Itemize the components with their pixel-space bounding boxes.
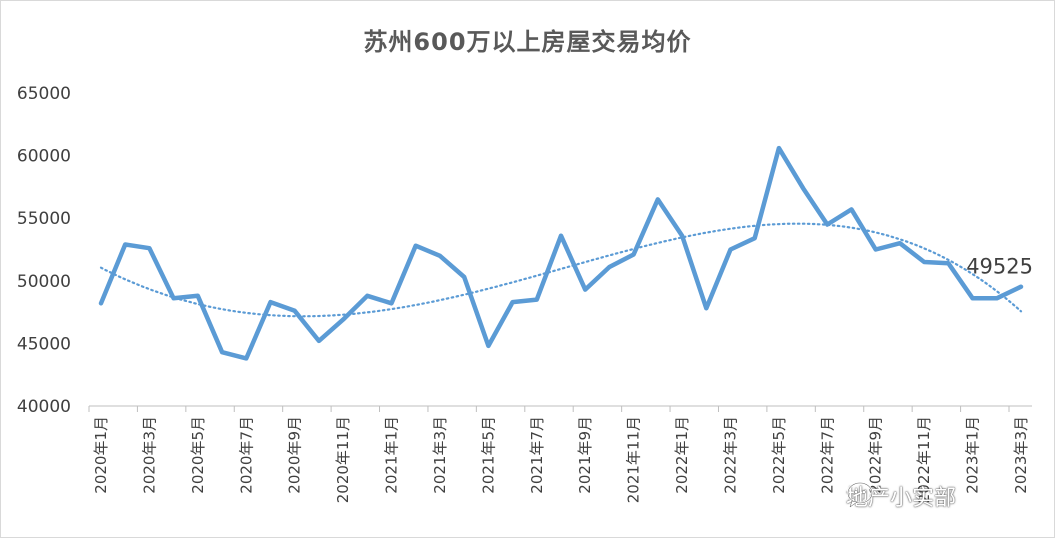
- x-tick-label: 2022年1月: [673, 416, 691, 494]
- x-tick-label: 2020年1月: [92, 416, 110, 494]
- x-tick-label: 2021年1月: [383, 416, 401, 494]
- wechat-official-account-icon: [846, 481, 874, 508]
- x-tick-label: 2021年3月: [431, 416, 449, 494]
- x-tick-label: 2022年3月: [721, 416, 739, 494]
- trendline: [99, 222, 1023, 318]
- x-tick-label: 2023年3月: [1012, 416, 1030, 494]
- series-line: [98, 145, 1024, 361]
- y-tick-label: 55000: [17, 209, 71, 229]
- x-tick-label: 2020年5月: [189, 416, 207, 494]
- x-tick-label: 2021年7月: [528, 416, 546, 494]
- chart-title: 苏州600万以上房屋交易均价: [363, 28, 692, 56]
- x-tick-label: 2023年1月: [964, 416, 982, 494]
- x-tick-label: 2021年11月: [625, 416, 643, 503]
- x-tick-label: 2020年9月: [286, 416, 304, 494]
- y-tick-label: 45000: [17, 334, 71, 354]
- x-tick-label: 2021年5月: [479, 416, 497, 494]
- y-axis-ticks: 40000 45000 50000 55000 60000 65000: [17, 84, 71, 417]
- x-axis: 2020年1月 2020年3月 2020年5月 2020年7月 2020年9月 2020年…: [88, 405, 1032, 503]
- x-tick-label: 2022年7月: [818, 416, 836, 494]
- x-tick-label: 2022年9月: [867, 416, 885, 494]
- trendline-group: [99, 222, 1023, 318]
- x-tick-label: 2022年5月: [770, 416, 788, 494]
- watermark-text: 地产小实部: [846, 486, 957, 511]
- y-tick-label: 40000: [17, 397, 71, 417]
- x-tick-label: 2022年11月: [915, 416, 933, 503]
- watermark: 地产小实部: [846, 480, 956, 512]
- y-tick-label: 60000: [17, 147, 71, 167]
- y-tick-label: 50000: [17, 272, 71, 292]
- x-tick-label: 2020年11月: [334, 416, 352, 503]
- x-tick-label: 2021年9月: [576, 416, 594, 494]
- series-group: [98, 145, 1024, 361]
- x-tick-label: 2020年3月: [140, 416, 158, 494]
- data-labels-group: 49525: [966, 255, 1033, 279]
- data-label: 49525: [966, 255, 1033, 279]
- x-tick-label: 2020年7月: [237, 416, 255, 494]
- y-tick-label: 65000: [17, 84, 71, 104]
